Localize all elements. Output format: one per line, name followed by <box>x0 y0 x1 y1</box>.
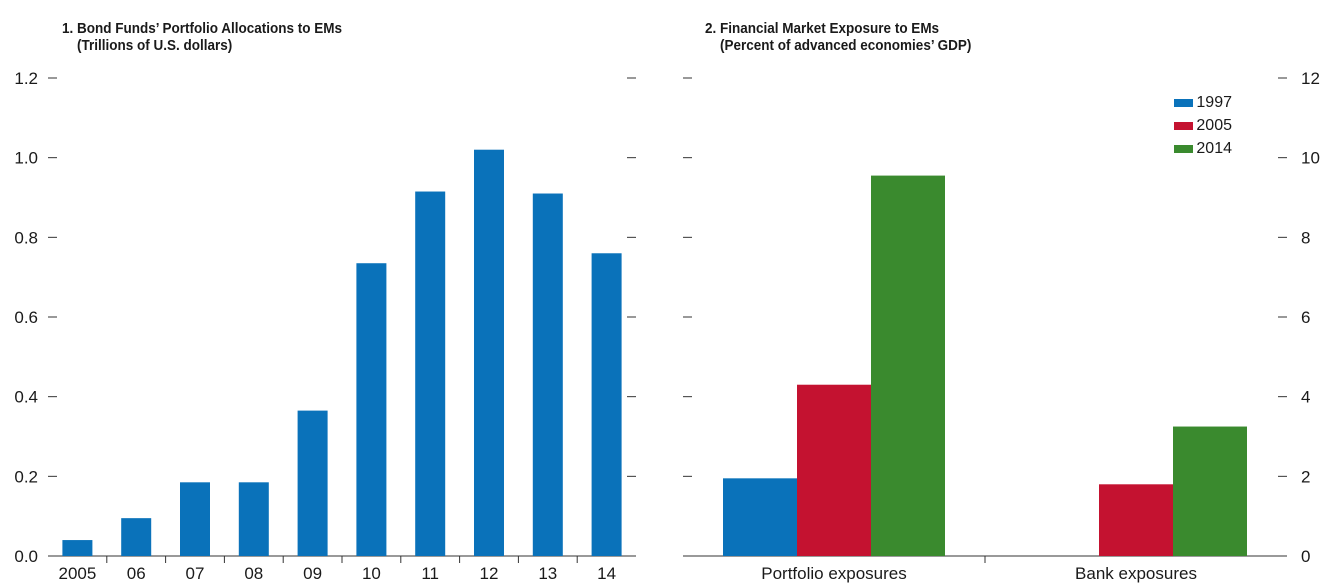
legend-item: 1997 <box>1174 91 1232 114</box>
y-tick-label: 10 <box>1301 149 1320 168</box>
legend-label: 1997 <box>1196 93 1232 111</box>
bar-1997 <box>723 478 797 556</box>
chart-legend: 1997 2005 2014 <box>1174 91 1232 160</box>
bar <box>238 482 269 556</box>
chart-title: 2. Financial Market Exposure to EMs (Per… <box>705 20 971 54</box>
chart-panel-bond-funds: 1. Bond Funds’ Portfolio Allocations to … <box>14 20 636 583</box>
chart-title-line-1: 1. Bond Funds’ Portfolio Allocations to … <box>62 20 343 37</box>
legend-item: 2014 <box>1174 137 1232 160</box>
x-tick-label: 08 <box>244 564 263 583</box>
bar <box>591 253 622 556</box>
y-tick-label: 0.2 <box>14 467 38 486</box>
x-tick-label: 14 <box>597 564 616 583</box>
y-tick-label: 0.8 <box>14 228 38 247</box>
legend-item: 2005 <box>1174 114 1232 137</box>
x-tick-label: 09 <box>303 564 322 583</box>
legend-swatch <box>1174 98 1194 107</box>
x-tick-label: Portfolio exposures <box>761 564 907 583</box>
bar <box>121 518 152 556</box>
bar <box>532 193 563 556</box>
y-tick-label: 1.2 <box>14 69 38 88</box>
y-tick-label: 0.0 <box>14 547 38 566</box>
bar-chart-bond-funds: 0.0 0.2 0.4 0.6 0.8 1.0 1.2 2005 06 07 08 09 10 11 12 1… <box>14 69 636 583</box>
bar <box>415 191 446 556</box>
legend-swatch <box>1174 144 1194 153</box>
bar-2014 <box>1173 426 1247 556</box>
y-tick-label: 6 <box>1301 308 1310 327</box>
y-tick-label: 2 <box>1301 467 1310 486</box>
x-tick-label: 13 <box>538 564 557 583</box>
bar <box>62 540 93 556</box>
bar <box>474 149 504 556</box>
y-tick-label: 0.6 <box>14 308 38 327</box>
bar <box>180 482 210 556</box>
bar-2005 <box>797 384 871 556</box>
x-tick-label: 11 <box>421 564 439 583</box>
x-tick-label: 07 <box>186 564 205 583</box>
chart-title: 1. Bond Funds’ Portfolio Allocations to … <box>62 20 342 54</box>
legend-label: 2014 <box>1196 139 1232 157</box>
bar-chart-market-exposure: 0 2 4 6 8 10 12 Portfolio exposures Bank exposur… <box>683 69 1320 583</box>
legend-label: 2005 <box>1196 116 1232 134</box>
y-tick-label: 8 <box>1301 228 1310 247</box>
y-tick-label: 0 <box>1301 547 1310 566</box>
y-tick-label: 0.4 <box>14 388 38 407</box>
bar-2005 <box>1099 484 1173 556</box>
chart-title-line-2: (Percent of advanced economies’ GDP) <box>705 37 972 54</box>
x-tick-label: 10 <box>362 564 381 583</box>
bar <box>356 263 387 556</box>
bar-2014 <box>871 175 945 556</box>
legend-swatch <box>1174 121 1194 130</box>
x-tick-label: 2005 <box>58 564 96 583</box>
chart-panel-market-exposure: 2. Financial Market Exposure to EMs (Per… <box>661 0 1322 584</box>
x-tick-label: 12 <box>480 564 499 583</box>
y-tick-label: 1.0 <box>14 149 38 168</box>
y-tick-label: 12 <box>1301 69 1320 88</box>
bar <box>297 410 328 556</box>
x-tick-label: Bank exposures <box>1075 564 1197 583</box>
chart-title-line-2: (Trillions of U.S. dollars) <box>62 37 233 54</box>
chart-title-line-1: 2. Financial Market Exposure to EMs <box>705 20 940 37</box>
y-tick-label: 4 <box>1301 388 1310 407</box>
x-tick-label: 06 <box>127 564 146 583</box>
